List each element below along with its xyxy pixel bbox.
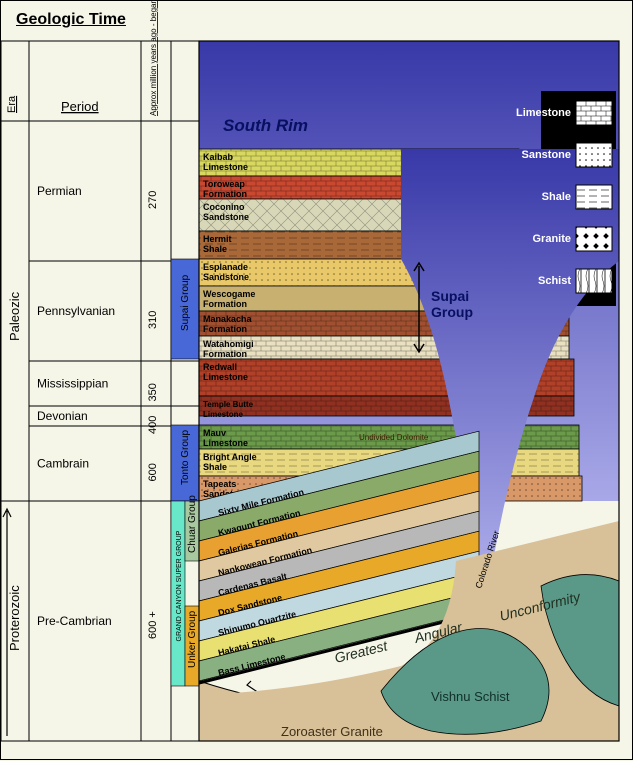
svg-text:GRAND CANYON SUPER GROUP: GRAND CANYON SUPER GROUP (176, 530, 183, 641)
period-5: Pre-Cambrian (37, 614, 112, 628)
svg-text:Toroweap: Toroweap (203, 179, 245, 189)
svg-text:Undivided Dolomite: Undivided Dolomite (359, 433, 429, 442)
age-3: 400 (147, 416, 159, 434)
svg-text:Wescogame: Wescogame (203, 289, 255, 299)
legend-label-0: Limestone (516, 107, 571, 119)
era-1: Proterozoic (7, 585, 22, 651)
svg-text:Mauv: Mauv (203, 428, 226, 438)
age-header: Approx million years ago - began (149, 1, 158, 116)
svg-text:Esplanade: Esplanade (203, 262, 248, 272)
svg-text:Limestone: Limestone (203, 438, 248, 448)
svg-text:Tapeats: Tapeats (203, 479, 236, 489)
svg-text:Watahomigi: Watahomigi (203, 339, 254, 349)
svg-text:Coconino: Coconino (203, 202, 245, 212)
age-5: 600 + (147, 611, 159, 639)
svg-text:Tonto Group: Tonto Group (180, 430, 191, 485)
svg-text:Limestone: Limestone (203, 372, 248, 382)
period-header: Period (61, 99, 99, 114)
svg-text:Supai: Supai (431, 288, 469, 304)
period-1: Pennsylvanian (37, 304, 115, 318)
age-2: 350 (147, 383, 159, 401)
svg-text:Formation: Formation (203, 349, 247, 359)
svg-text:Limestone: Limestone (203, 410, 244, 419)
svg-text:Redwall: Redwall (203, 362, 237, 372)
period-0: Permian (37, 184, 82, 198)
svg-text:Chuar Group: Chuar Group (187, 495, 198, 553)
era-header: Era (6, 95, 18, 113)
svg-text:Formation: Formation (203, 189, 247, 199)
svg-text:Unker Group: Unker Group (187, 610, 198, 668)
age-4: 600 (147, 463, 159, 481)
age-1: 310 (147, 311, 159, 329)
period-3: Devonian (37, 409, 88, 423)
legend-label-2: Shale (542, 191, 571, 203)
svg-text:Vishnu Schist: Vishnu Schist (431, 689, 510, 704)
svg-text:Kaibab: Kaibab (203, 152, 234, 162)
svg-text:Shale: Shale (203, 244, 227, 254)
svg-text:Group: Group (431, 304, 473, 320)
svg-text:Temple Butte: Temple Butte (203, 400, 254, 409)
south-rim-label: South Rim (223, 116, 308, 135)
svg-text:Formation: Formation (203, 299, 247, 309)
legend-label-3: Granite (532, 233, 571, 245)
legend-label-1: Sanstone (521, 149, 571, 161)
svg-text:Manakacha: Manakacha (203, 314, 253, 324)
svg-text:Limestone: Limestone (203, 162, 248, 172)
svg-text:Zoroaster Granite: Zoroaster Granite (281, 724, 383, 739)
svg-text:Sandstone: Sandstone (203, 272, 249, 282)
legend-label-4: Schist (538, 275, 571, 287)
svg-text:Shale: Shale (203, 462, 227, 472)
period-4: Cambrain (37, 457, 89, 471)
svg-text:Hermit: Hermit (203, 234, 232, 244)
svg-text:Sandstone: Sandstone (203, 212, 249, 222)
era-0: Paleozic (7, 291, 22, 341)
svg-text:Bright Angle: Bright Angle (203, 452, 257, 462)
svg-text:Formation: Formation (203, 324, 247, 334)
period-2: Mississippian (37, 377, 108, 391)
svg-text:Supai Group: Supai Group (180, 274, 191, 331)
age-0: 270 (147, 191, 159, 209)
diagram-svg: KaibabLimestoneToroweapFormationCoconino… (1, 1, 633, 761)
